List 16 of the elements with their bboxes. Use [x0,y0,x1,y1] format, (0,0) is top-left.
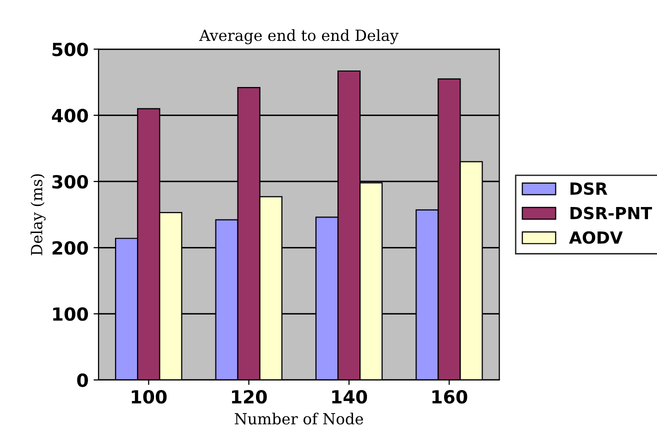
x-tick-label: 120 [232,390,267,404]
x-tick-label: 100 [132,390,167,404]
y-tick-label: 100 [53,307,88,321]
legend-label: DSR-PNT [570,206,652,220]
x-tick-label: 160 [432,390,468,404]
y-axis-title: Delay (ms) [30,174,46,256]
y-tick-label: 500 [52,42,88,56]
legend-label: AODV [569,231,623,244]
y-tick-label: 300 [52,174,88,189]
y-tick-label: 0 [77,373,88,388]
x-tick-label: 140 [332,390,368,404]
x-axis-title: Number of Node [234,412,364,425]
y-tick-label: 200 [52,241,88,255]
legend-label: DSR [570,182,608,195]
chart-title: Average end to end Delay [199,29,399,44]
y-tick-label: 400 [52,108,88,122]
